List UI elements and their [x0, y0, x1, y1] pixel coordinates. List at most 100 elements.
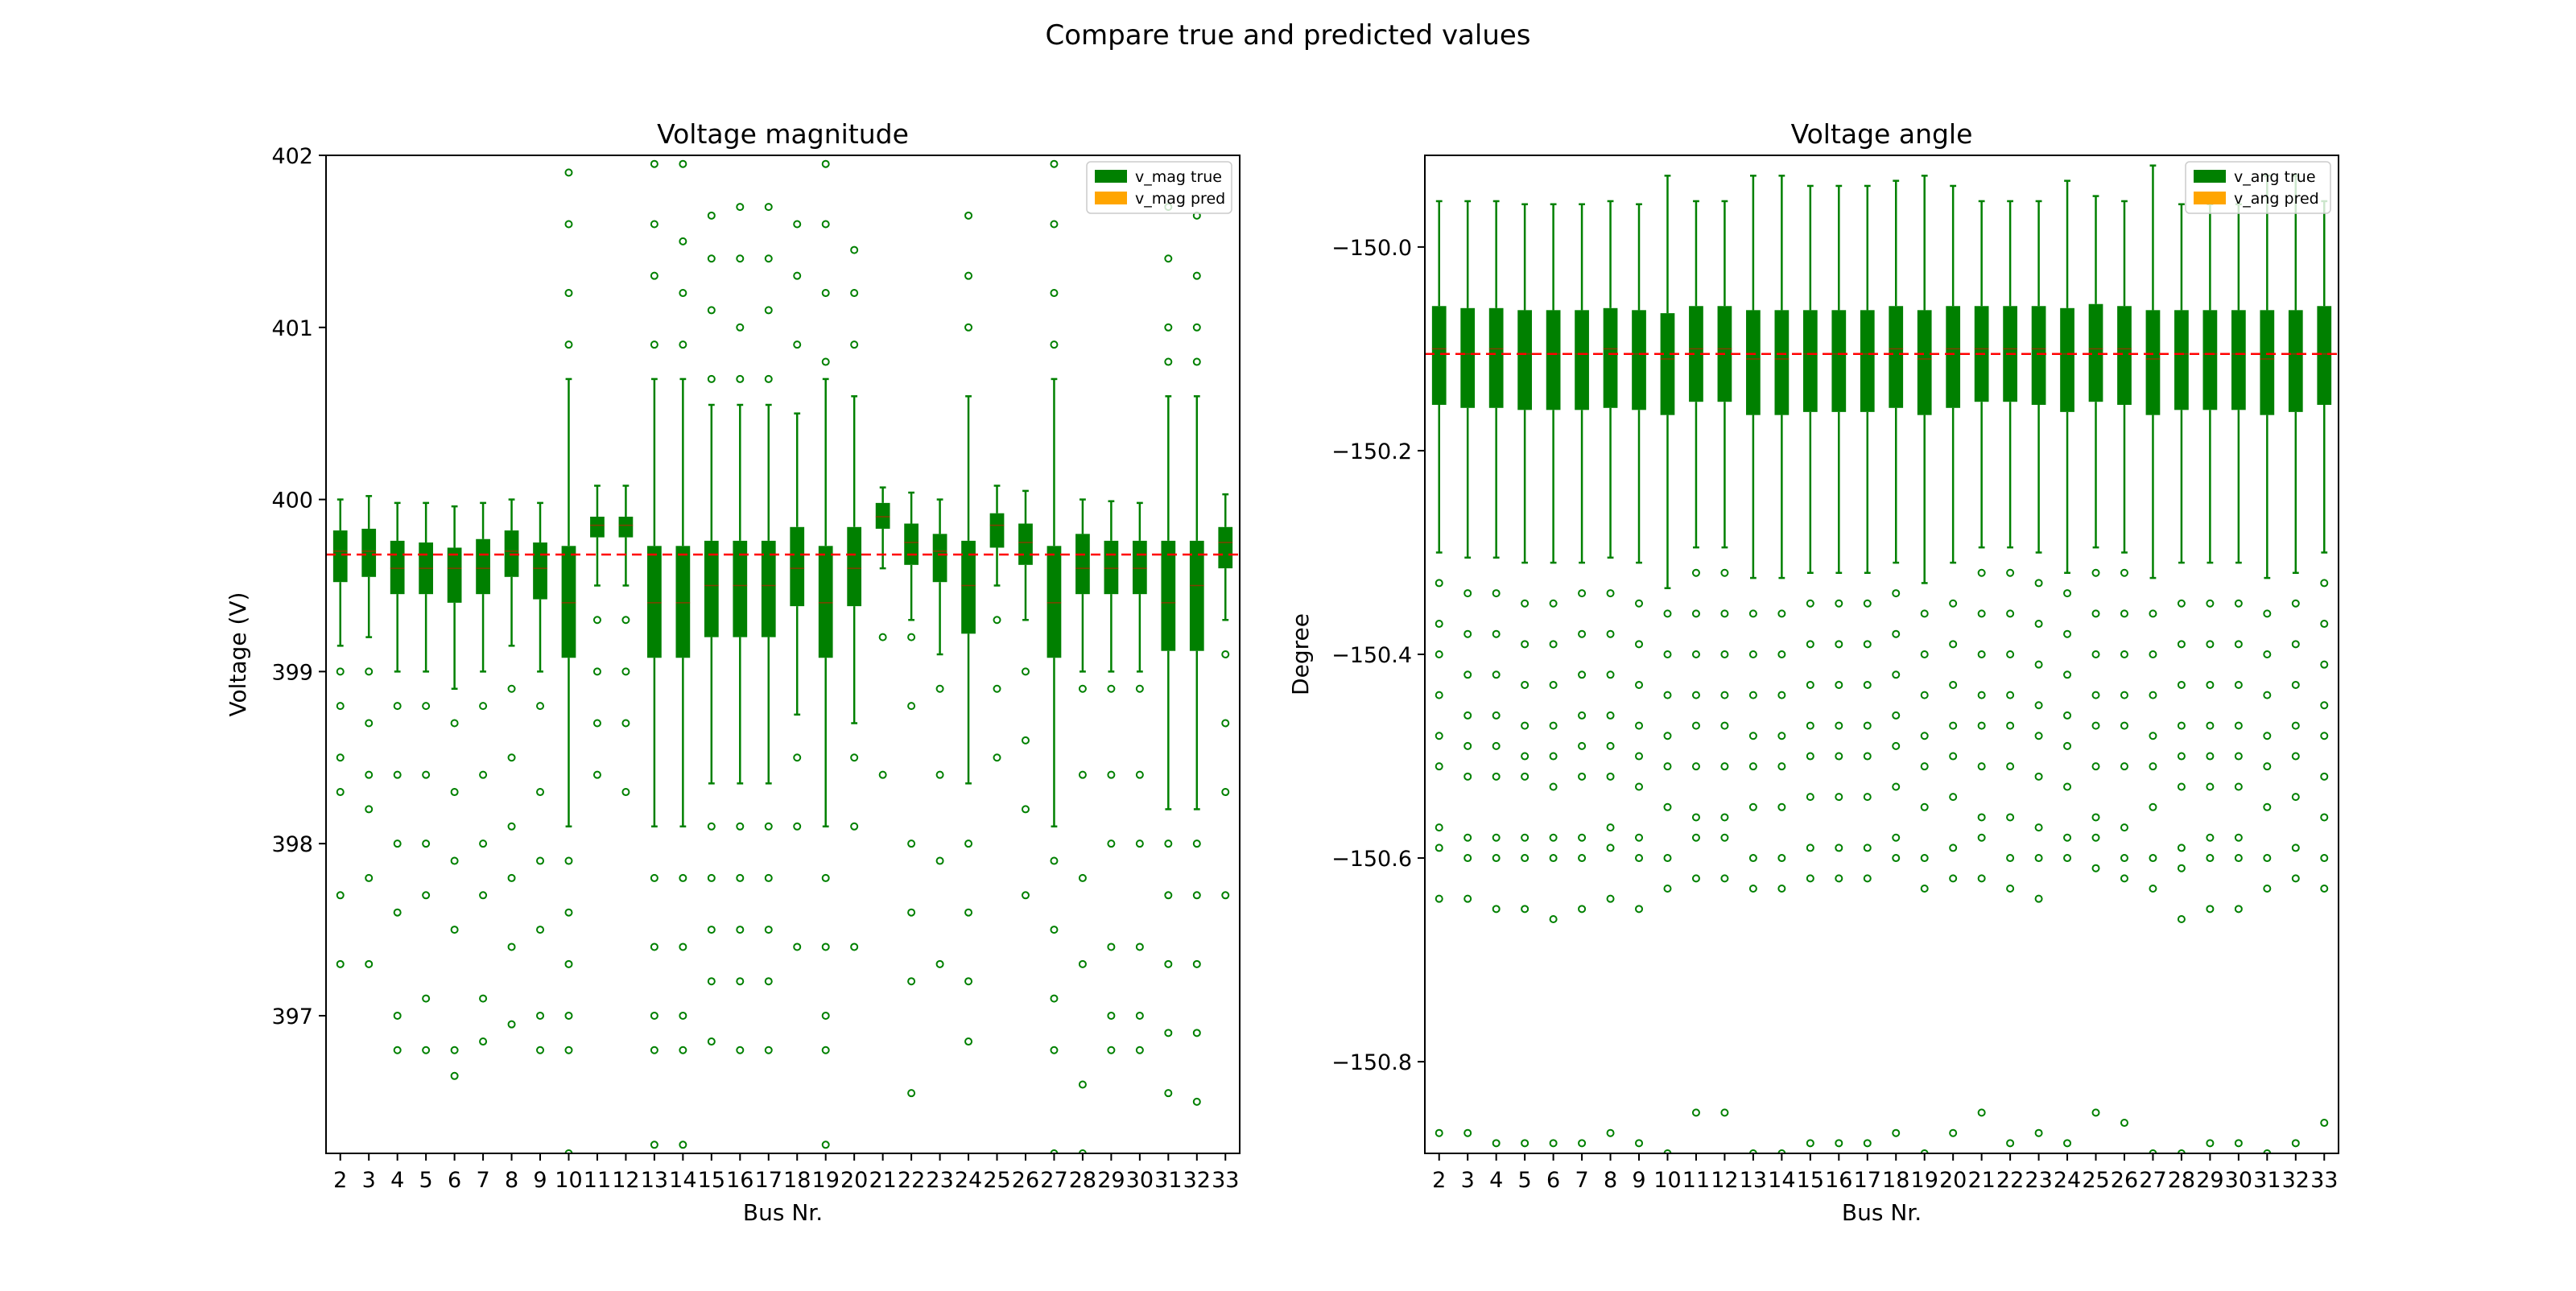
outlier-point: [2263, 854, 2272, 863]
x-tick-label: 14: [669, 1168, 696, 1193]
outlier-point: [564, 168, 573, 177]
outlier-point: [2034, 823, 2043, 832]
outlier-point: [1606, 843, 1615, 852]
outlier-point: [1549, 721, 1558, 730]
box-iqr: [390, 540, 405, 595]
outlier-point: [1806, 599, 1814, 608]
x-axis-label: Bus Nr.: [1842, 1199, 1922, 1226]
y-tick-label: −150.0: [1331, 236, 1412, 261]
outlier-point: [2063, 670, 2072, 679]
outlier-point: [1192, 959, 1201, 968]
outlier-point: [764, 254, 773, 263]
outlier-point: [1720, 609, 1729, 618]
outlier-point: [1050, 994, 1059, 1003]
outlier-point: [507, 822, 516, 831]
outlier-point: [764, 203, 773, 212]
outlier-point: [2034, 579, 2043, 588]
legend: v_mag true v_mag pred: [1086, 161, 1232, 214]
y-tick-label: 399: [271, 660, 313, 685]
outlier-point: [479, 839, 488, 848]
outlier-point: [1463, 833, 1472, 842]
x-tick-label: 15: [698, 1168, 725, 1193]
box-iqr: [704, 540, 719, 637]
box-iqr: [1161, 540, 1176, 651]
outlier-point: [1806, 752, 1814, 761]
outlier-point: [2320, 660, 2329, 669]
y-tick-label: −150.8: [1331, 1050, 1412, 1075]
box-bus-33: [2317, 200, 2332, 1128]
outlier-point: [1135, 1011, 1144, 1020]
outlier-point: [2149, 854, 2157, 863]
outlier-point: [1691, 833, 1700, 842]
outlier-point: [1164, 1089, 1173, 1098]
outlier-point: [592, 719, 601, 728]
outlier-point: [964, 908, 973, 917]
outlier-point: [422, 994, 431, 1003]
box-bus-19: [1917, 175, 1932, 1153]
outlier-point: [2034, 660, 2043, 669]
outlier-point: [1748, 854, 1757, 863]
outlier-point: [1777, 885, 1786, 893]
x-tick-label: 23: [926, 1168, 953, 1193]
outlier-point: [1663, 691, 1672, 699]
outlier-point: [365, 770, 374, 779]
box-iqr: [1603, 307, 1618, 408]
outlier-point: [736, 1046, 745, 1054]
box-iqr: [904, 523, 919, 565]
x-tick-label: 8: [1604, 1168, 1617, 1193]
outlier-point: [1050, 220, 1059, 229]
outlier-point: [1078, 684, 1087, 693]
outlier-point: [2177, 864, 2186, 872]
outlier-point: [2120, 691, 2128, 699]
outlier-point: [1635, 680, 1644, 689]
outlier-point: [707, 254, 716, 263]
outlier-point: [2177, 680, 2186, 689]
y-tick-label: −150.6: [1331, 847, 1412, 872]
outlier-point: [507, 684, 516, 693]
outlier-point: [336, 667, 345, 676]
outlier-point: [1578, 772, 1587, 781]
outlier-point: [1549, 752, 1558, 761]
outlier-point: [1078, 1149, 1087, 1153]
outlier-point: [2006, 762, 2015, 771]
outlier-point: [2177, 752, 2186, 761]
x-tick-label: 32: [2282, 1168, 2310, 1193]
legend-swatch: [2194, 170, 2226, 183]
outlier-point: [1835, 721, 1843, 730]
outlier-point: [2006, 813, 2015, 822]
outlier-point: [907, 633, 916, 641]
box-bus-18: [790, 220, 805, 951]
outlier-point: [1021, 891, 1030, 900]
outlier-point: [1863, 640, 1872, 649]
x-tick-label: 5: [1518, 1168, 1532, 1193]
outlier-point: [2177, 721, 2186, 730]
outlier-point: [507, 873, 516, 882]
x-tick-label: 26: [1012, 1168, 1039, 1193]
x-tick-label: 2: [333, 1168, 347, 1193]
x-tick-label: 24: [955, 1168, 982, 1193]
outlier-point: [1521, 772, 1530, 781]
outlier-point: [536, 1011, 545, 1020]
box-iqr: [2288, 310, 2303, 412]
outlier-point: [793, 942, 802, 951]
x-tick-label: 30: [1126, 1168, 1154, 1193]
box-bus-7: [476, 501, 490, 1046]
outlier-point: [336, 959, 345, 968]
outlier-point: [2149, 650, 2157, 658]
outlier-point: [1435, 894, 1443, 903]
outlier-point: [2120, 609, 2128, 618]
outlier-point: [1748, 885, 1757, 893]
outlier-point: [621, 788, 630, 797]
box-bus-6: [1546, 203, 1561, 1148]
outlier-point: [2320, 772, 2329, 781]
outlier-point: [1777, 762, 1786, 771]
outlier-point: [1164, 1029, 1173, 1037]
axes-frame: [1424, 155, 2339, 1154]
box-iqr: [961, 540, 976, 634]
box-iqr: [675, 546, 691, 658]
outlier-point: [1050, 340, 1059, 349]
outlier-point: [1635, 640, 1644, 649]
voltage-angle-chart: −150.8−150.6−150.4−150.2−150.02 3 4 5 6 7 8 9 10…: [1287, 118, 2339, 1226]
box-iqr: [1218, 526, 1233, 569]
outlier-point: [993, 753, 1001, 762]
